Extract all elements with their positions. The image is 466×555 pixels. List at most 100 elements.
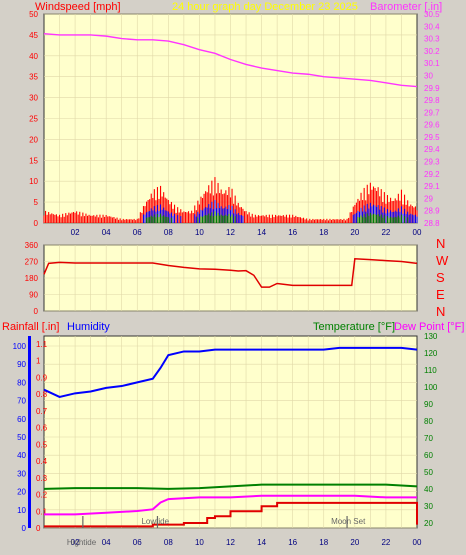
barometer-tick-label: 30.4 <box>424 22 440 31</box>
hour-tick-label: 02 <box>71 538 80 547</box>
windspeed-tick-label: 35 <box>29 73 38 82</box>
hour-tick-label: 08 <box>164 538 173 547</box>
barometer-tick-labels: 28.8 28.9 29 29.1 29.2 29.3 29.4 29.5 29.6 29.7 29… <box>424 10 440 228</box>
humidity-tick-label: 20 <box>17 488 26 497</box>
windspeed-tick-label: 20 <box>29 135 38 144</box>
temperature-line <box>43 483 418 490</box>
barometer-tick-label: 29.2 <box>424 170 440 179</box>
barometer-tick-label: 29.6 <box>424 121 440 130</box>
hour-tick-label: 16 <box>288 538 297 547</box>
rainfall-tick-label: 0.5 <box>36 440 48 449</box>
compass-label: S <box>436 270 445 285</box>
rainfall-tick-label: 0.6 <box>36 424 48 433</box>
rainfall-tick-label: 0.3 <box>36 474 48 483</box>
rainfall-tick-label: 1.1 <box>36 340 48 349</box>
humidity-tick-labels: 0 10 20 30 40 50 60 70 80 90 100 <box>13 342 27 533</box>
hour-tick-label: 14 <box>257 228 266 237</box>
hour-tick-label: 04 <box>102 538 111 547</box>
rainfall-tick-label: 0.2 <box>36 491 48 500</box>
temperature-tick-label: 90 <box>424 400 433 409</box>
humidity-tick-label: 80 <box>17 378 26 387</box>
humidity-tick-label: 0 <box>22 524 27 533</box>
rainfall-tick-label: 0.7 <box>36 407 48 416</box>
hour-tick-label: 00 <box>413 228 422 237</box>
rainfall-tick-label: 0 <box>36 524 41 533</box>
windspeed-tick-labels: 0 5 10 15 20 25 30 35 40 45 50 <box>29 10 38 228</box>
hour-tick-labels-bottom: 02 04 06 08 10 12 14 16 18 20 22 00 <box>71 538 422 547</box>
windspeed-tick-label: 5 <box>34 198 39 207</box>
direction-degree-tick-label: 270 <box>25 258 39 267</box>
temperature-tick-label: 130 <box>424 332 438 341</box>
hour-tick-label: 10 <box>195 228 204 237</box>
barometer-tick-label: 30.2 <box>424 47 440 56</box>
windspeed-tick-label: 0 <box>34 219 39 228</box>
temperature-axis-label: Temperature [°F] <box>313 321 395 333</box>
humidity-scale-bar <box>28 336 31 528</box>
windspeed-tick-label: 15 <box>29 156 38 165</box>
temperature-tick-label: 30 <box>424 502 433 511</box>
windspeed-tick-label: 30 <box>29 94 38 103</box>
humidity-tick-label: 50 <box>17 433 26 442</box>
barometer-tick-label: 30 <box>424 71 433 80</box>
barometer-tick-label: 28.8 <box>424 219 440 228</box>
barometer-axis-label: Barometer [.in] <box>370 1 442 13</box>
barometer-tick-label: 29.4 <box>424 145 440 154</box>
temperature-tick-label: 50 <box>424 468 433 477</box>
humidity-tick-label: 30 <box>17 469 26 478</box>
rainfall-tick-label: 1 <box>36 357 41 366</box>
compass-label: N <box>436 236 445 251</box>
humidity-tick-label: 90 <box>17 360 26 369</box>
hour-tick-label: 04 <box>102 228 111 237</box>
temperature-tick-label: 70 <box>424 434 433 443</box>
rainfall-tick-label: 0.9 <box>36 373 48 382</box>
hour-tick-label: 18 <box>319 228 328 237</box>
hour-tick-label: 00 <box>413 538 422 547</box>
dew-point-line <box>44 494 417 516</box>
hour-tick-label: 18 <box>319 538 328 547</box>
annotation-label: Moon Set <box>331 517 366 526</box>
windspeed-tick-label: 50 <box>29 10 38 19</box>
compass-label: N <box>436 304 445 319</box>
barometer-line <box>43 32 418 88</box>
rainfall-tick-label: 0.4 <box>36 457 48 466</box>
hour-tick-label: 14 <box>257 538 266 547</box>
temperature-tick-labels: 20 30 40 50 60 70 80 90 100 110 120 130 <box>424 332 438 528</box>
barometer-tick-label: 29.1 <box>424 182 440 191</box>
annotation-label: Lowtide <box>141 517 169 526</box>
humidity-tick-label: 60 <box>17 415 26 424</box>
windspeed-tick-label: 40 <box>29 52 38 61</box>
rainfall-tick-label: 0.8 <box>36 390 48 399</box>
temperature-tick-label: 110 <box>424 366 437 375</box>
windspeed-axis-label: Windspeed [mph] <box>35 1 121 13</box>
barometer-tick-label: 29.8 <box>424 96 440 105</box>
windspeed-tick-label: 25 <box>29 115 38 124</box>
hour-tick-label: 12 <box>226 538 235 547</box>
compass-label: E <box>436 287 445 302</box>
barometer-tick-label: 30.3 <box>424 35 440 44</box>
hour-tick-label: 06 <box>133 228 142 237</box>
direction-degree-tick-label: 90 <box>29 291 38 300</box>
direction-degree-tick-label: 360 <box>25 241 39 250</box>
barometer-tick-label: 29.5 <box>424 133 440 142</box>
humidity-tick-label: 40 <box>17 451 26 460</box>
tide-moon-annotations: Lowtide Moon Set Hightide <box>67 516 366 547</box>
humidity-axis-label: Humidity <box>67 321 110 333</box>
hour-tick-label: 22 <box>381 228 390 237</box>
temperature-tick-label: 100 <box>424 383 438 392</box>
rainfall-line <box>44 501 418 528</box>
temperature-tick-label: 60 <box>424 451 433 460</box>
barometer-tick-label: 30.5 <box>424 10 440 19</box>
rainfall-tick-labels: 0 0.1 0.2 0.3 0.4 0.5 0.6 0.7 0.8 0.9 1 1.1 <box>36 340 48 533</box>
temperature-tick-label: 80 <box>424 417 433 426</box>
compass-label: W <box>436 253 449 268</box>
humidity-tick-label: 10 <box>17 506 26 515</box>
direction-degree-tick-labels: 0 90 180 270 360 <box>25 241 39 316</box>
barometer-tick-label: 30.1 <box>424 59 440 68</box>
barometer-tick-label: 28.9 <box>424 207 440 216</box>
rainfall-axis-label: Rainfall [.in] <box>2 321 59 333</box>
dew-point-axis-label: Dew Point [°F] <box>394 321 464 333</box>
hour-tick-label: 20 <box>350 228 359 237</box>
temperature-tick-label: 20 <box>424 519 433 528</box>
